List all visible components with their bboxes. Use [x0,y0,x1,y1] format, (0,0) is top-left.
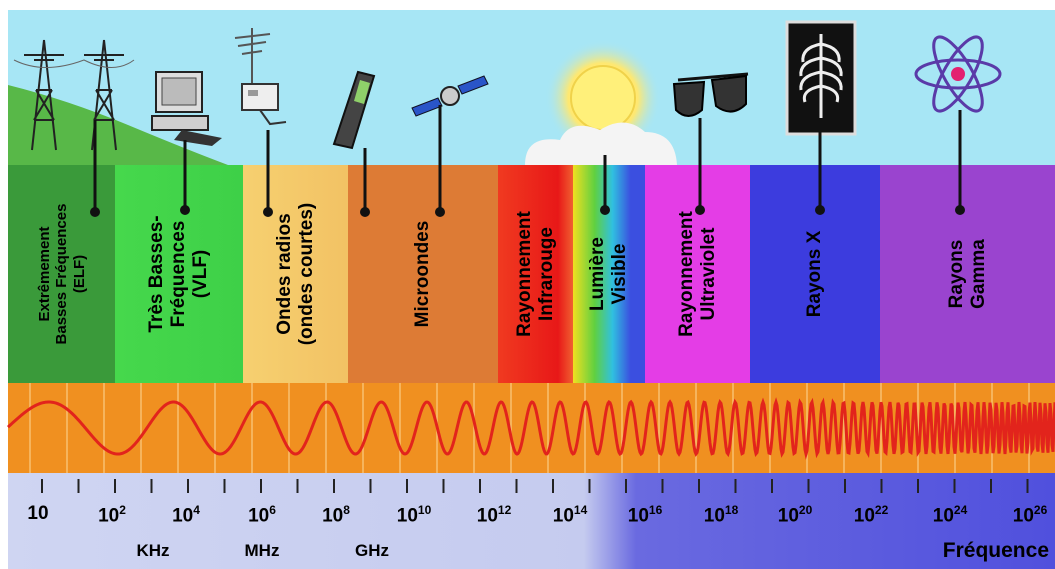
tick-base: 10 [27,503,49,524]
tick-exponent: 16 [648,503,663,517]
pointer-dot [695,205,705,215]
band-gamma: Rayons Gamma [880,165,1055,383]
unit-label: MHz [244,541,280,560]
pointer-dot [815,205,825,215]
pointer-dot [90,207,100,217]
band-xray: Rayons X [750,165,880,383]
tick-label: 10 [27,503,48,525]
wave-diagram [6,383,1055,473]
tick-label: 1018 [704,503,739,527]
tick-base: 10 [932,505,954,527]
satellite-icon [411,75,489,117]
pointer-dot [435,207,445,217]
pointer-dot [360,207,370,217]
tick-base: 10 [552,505,574,527]
green-hill [8,85,228,165]
band-visible: Lumière Visible [573,165,645,383]
wave-line [6,397,1055,460]
tick-label: 1020 [778,503,813,527]
tick-exponent: 18 [724,503,739,517]
band-micro: Microondes [348,165,498,383]
tick-label: 102 [98,503,126,527]
tick-exponent: 24 [953,503,968,517]
tick-base: 10 [98,505,120,527]
tick-base: 10 [322,505,344,527]
tick-exponent: 4 [193,503,200,517]
unit-label: GHz [355,541,389,560]
sun-icon [525,40,677,165]
tick-exponent: 22 [874,503,889,517]
tick-label: 1012 [477,503,512,527]
tick-base: 10 [1012,505,1034,527]
band-vlf: Très Basses- Fréquences (VLF) [115,165,243,383]
band-uv: Rayonnement Ultraviolet [645,165,750,383]
tick-exponent: 14 [573,503,588,517]
tick-label: 104 [172,503,200,527]
tick-label: 1026 [1013,503,1048,527]
tick-base: 10 [248,505,270,527]
pointer-dot [955,205,965,215]
pointer-dot [263,207,273,217]
radio-antenna-icon [234,28,287,126]
tick-base: 10 [476,505,498,527]
tick-label: 1024 [933,503,968,527]
tick-label: 106 [248,503,276,527]
frequency-axis-title: Fréquence [942,539,1049,562]
tick-exponent: 12 [497,503,512,517]
tick-base: 10 [777,505,799,527]
tick-exponent: 2 [119,503,126,517]
tick-exponent: 8 [343,503,350,517]
tick-exponent: 20 [798,503,813,517]
mobile-phone-icon [332,70,376,150]
computer-icon [151,71,222,146]
tick-exponent: 6 [269,503,276,517]
tick-base: 10 [396,505,418,527]
pointer-dot [180,205,190,215]
band-ir: Rayonnement Infrarouge [498,165,573,383]
tick-base: 10 [853,505,875,527]
tick-base: 10 [703,505,725,527]
tick-base: 10 [172,505,194,527]
tick-exponent: 26 [1033,503,1048,517]
tick-label: 1014 [553,503,588,527]
tick-marks [41,479,1029,493]
power-line-tower-icon [13,39,135,151]
tick-label: 108 [322,503,350,527]
tick-base: 10 [627,505,649,527]
band-elf: Extrêmement Basses Fréquences (ELF) [8,165,115,383]
band-radio: Ondes radios (ondes courtes) [243,165,348,383]
tick-label: 1010 [397,503,432,527]
tick-exponent: 10 [417,503,432,517]
pointer-dot [600,205,610,215]
unit-label: KHz [136,541,170,560]
tick-label: 1022 [854,503,889,527]
tick-label: 1016 [628,503,663,527]
atom-icon [914,35,1002,113]
sunglasses-icon [672,72,749,117]
